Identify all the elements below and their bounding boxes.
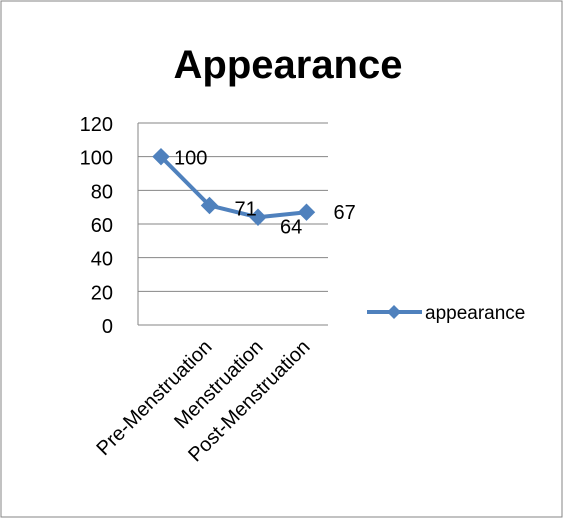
legend: appearance [367,303,525,324]
y-tick-label: 60 [91,215,113,237]
y-tick-label: 80 [91,181,113,203]
series-line [159,155,307,220]
y-tick-label: 100 [80,148,113,170]
y-tick-label: 20 [91,282,113,304]
legend-label: appearance [425,303,525,324]
data-point-marker [297,203,316,221]
data-label: 64 [280,216,302,238]
data-label: 67 [334,202,356,224]
chart-title: Appearance [174,43,403,87]
data-point-marker [152,147,170,166]
data-label: 71 [235,198,257,220]
gridlines [137,122,328,326]
series-line-group [152,147,316,226]
legend-marker [387,305,401,319]
data-point-marker [200,196,219,215]
data-point-marker [249,208,267,226]
y-tick-label: 0 [102,316,113,338]
y-tick-label: 120 [80,114,113,136]
data-label: 100 [174,148,207,170]
y-tick-label: 40 [91,249,113,271]
data-labels: 100 71 64 67 [174,148,356,239]
y-axis-ticks: 0 20 40 60 80 100 120 [80,114,113,338]
